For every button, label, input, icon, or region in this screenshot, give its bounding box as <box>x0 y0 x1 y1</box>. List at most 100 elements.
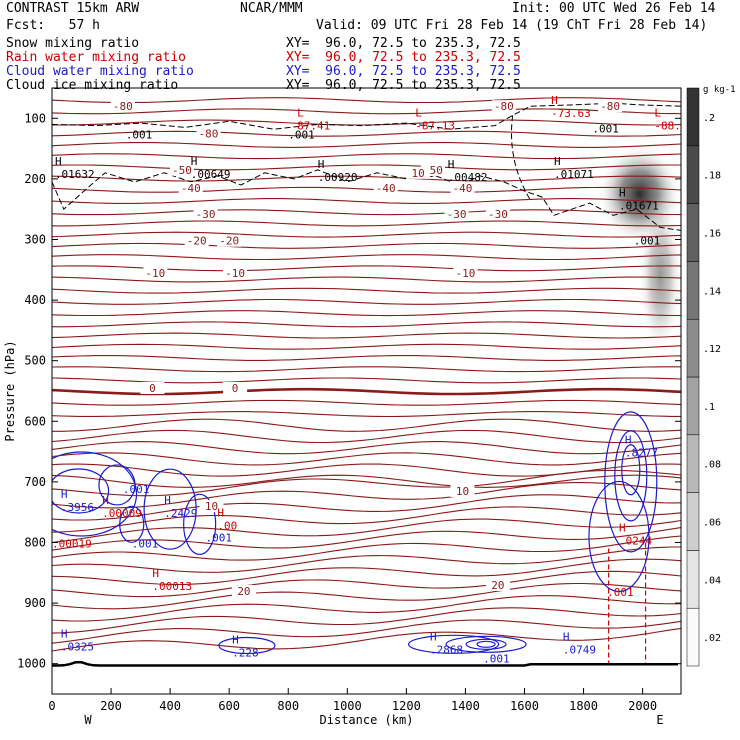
y-tick-label: 300 <box>24 233 46 247</box>
isotherm-line <box>52 287 681 294</box>
field-label-cloud-water: Cloud water mixing ratio <box>6 64 194 79</box>
extremum-marker: H <box>61 627 68 640</box>
isotherm-line <box>52 332 681 339</box>
y-tick-label: 800 <box>24 536 46 550</box>
extremum-value: .2868 <box>430 643 463 656</box>
extremum-marker: H <box>55 155 62 168</box>
colorbar-bin <box>686 434 700 493</box>
isotherm-line <box>52 429 681 444</box>
isotherm-label: -80 <box>600 100 620 113</box>
x-tick-label: 1800 <box>569 699 598 713</box>
isotherm-label: 10 <box>456 485 469 498</box>
isotherm-label-bg <box>223 381 248 394</box>
isotherm-label: -80 <box>113 100 133 113</box>
extremum-value: .001 <box>126 128 153 141</box>
y-tick-label: 100 <box>24 111 46 125</box>
colorbar-tick-label: .02 <box>703 633 721 644</box>
isotherm-label: 0 <box>232 382 239 395</box>
extremum-marker: H <box>619 186 626 199</box>
colorbar-tick-label: .08 <box>703 460 721 471</box>
isotherm-line <box>52 321 681 328</box>
center-title: NCAR/MMM <box>240 1 303 16</box>
extremum-value: .0244 <box>619 534 652 547</box>
isotherm-line <box>52 582 681 610</box>
cloud-water-loop <box>588 480 650 593</box>
east-label: E <box>656 713 663 727</box>
isotherm-label: -80 <box>199 127 219 140</box>
isotherm-label-bg <box>598 100 623 113</box>
field-xy-rain: XY= 96.0, 72.5 to 235.3, 72.5 <box>286 50 521 65</box>
isotherm-line <box>52 231 681 238</box>
field-xy-cloud-ice: XY= 96.0, 72.5 to 235.3, 72.5 <box>286 78 521 93</box>
isotherm-label-bg <box>406 166 431 179</box>
isotherm-label-bg <box>450 484 475 497</box>
isotherm-lines <box>52 97 681 652</box>
colorbar-tick-label: .06 <box>703 518 721 529</box>
extremum-marker: H <box>191 155 198 168</box>
axes: 1002003004005006007008009001000Pressure … <box>3 111 681 727</box>
isotherm-label: -30 <box>447 208 467 221</box>
init-time: Init: 00 UTC Wed 26 Feb 14 <box>512 1 716 16</box>
x-tick-label: 2000 <box>628 699 657 713</box>
extremum-marker: H <box>563 630 570 643</box>
colorbar-bin <box>686 376 700 436</box>
isotherm-line <box>52 546 681 573</box>
extremum-marker: L <box>654 106 661 119</box>
x-tick-label: 1600 <box>510 699 539 713</box>
isotherm-line <box>52 298 681 305</box>
isotherm-label-bg <box>450 181 475 194</box>
y-tick-label: 600 <box>24 414 46 428</box>
colorbar-tick-label: .1 <box>703 402 715 413</box>
extremum-value: -87.13 <box>415 119 455 132</box>
terrain-line <box>52 661 678 667</box>
isotherm-label: -30 <box>488 208 508 221</box>
cloud-water-loop <box>465 638 507 650</box>
isotherm-line <box>52 452 681 466</box>
extremum-marker: H <box>554 155 561 168</box>
extremum-marker: H <box>551 94 558 107</box>
isotherm-line <box>52 469 681 497</box>
isotherm-label: -40 <box>181 182 201 195</box>
colorbar-tick-label: .04 <box>703 575 721 586</box>
y-tick-label: 1000 <box>17 657 46 671</box>
cloud-ice-contours <box>52 102 681 231</box>
extremum-value: .228 <box>232 647 259 660</box>
extremum-value: .2429 <box>164 507 197 520</box>
isotherm-line <box>52 343 681 350</box>
isotherm-label: 10 <box>412 167 425 180</box>
colorbar-unit: g kg-1 <box>703 85 736 95</box>
extremum-value: -73.63 <box>551 107 591 120</box>
isotherm-label: -20 <box>187 235 207 248</box>
isotherm-label: -40 <box>453 182 473 195</box>
extremum-marker: H <box>619 521 626 534</box>
extremum-value: .001 <box>206 531 233 544</box>
isotherm-line <box>52 366 681 373</box>
colorbar-bin <box>686 607 700 667</box>
field-xy-cloud-water: XY= 96.0, 72.5 to 235.3, 72.5 <box>286 64 521 79</box>
isotherm-line <box>52 276 681 283</box>
isotherm-label: -10 <box>455 267 475 280</box>
west-label: W <box>84 713 92 727</box>
isotherm-label-bg <box>178 181 203 194</box>
cloud-water-loop <box>476 640 496 648</box>
extremum-value: .00649 <box>191 168 231 181</box>
isotherm-line <box>52 130 681 137</box>
isotherm-line <box>52 164 681 171</box>
colorbar-tick-label: .18 <box>703 171 721 182</box>
isotherm-label: 20 <box>491 579 504 592</box>
isotherm-line <box>52 97 681 104</box>
isotherm-label-bg <box>193 208 218 221</box>
extremum-value: .0749 <box>563 643 596 656</box>
field-label-rain: Rain water mixing ratio <box>6 50 187 65</box>
extremum-value: .00013 <box>152 580 192 593</box>
extremum-value: .001 <box>607 586 634 599</box>
y-tick-label: 500 <box>24 354 46 368</box>
extremum-value: .00009 <box>102 507 142 520</box>
isotherm-label-bg <box>223 266 248 279</box>
isotherm-line <box>52 387 681 396</box>
cloud-water-contours <box>52 411 658 655</box>
cloud-water-loop <box>604 411 658 553</box>
isotherm-line <box>52 558 681 586</box>
cloud-water-loop <box>218 636 276 655</box>
